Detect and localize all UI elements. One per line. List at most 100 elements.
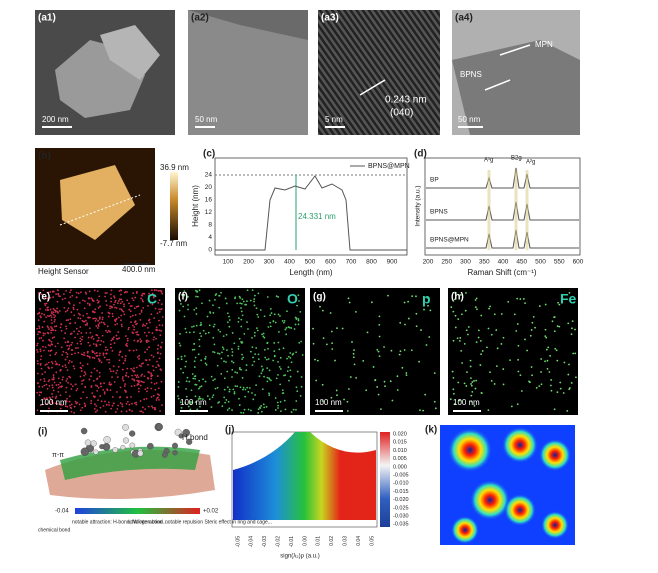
dot: [57, 342, 59, 345]
dot: [137, 383, 140, 386]
dot: [334, 359, 336, 362]
dot: [341, 327, 344, 330]
dot: [43, 384, 46, 387]
dot: [336, 394, 338, 397]
panel-label: (i): [38, 427, 47, 438]
dot: [121, 300, 124, 303]
dot: [178, 309, 181, 312]
dot: [102, 388, 105, 391]
atom: [90, 440, 97, 447]
dot: [113, 319, 116, 321]
dot: [70, 407, 73, 410]
dot: [39, 358, 42, 361]
dot: [256, 329, 259, 332]
dot: [510, 405, 513, 408]
dot: [213, 323, 216, 326]
dot: [117, 316, 120, 319]
dot: [113, 381, 116, 383]
dot: [96, 299, 99, 302]
dot: [79, 362, 82, 364]
dot: [51, 400, 53, 403]
dot: [45, 316, 47, 319]
dot: [249, 299, 252, 302]
dot: [68, 395, 71, 398]
dot: [198, 338, 201, 341]
dot: [40, 355, 43, 358]
dot: [154, 307, 157, 310]
scale-bar: [315, 410, 343, 412]
dot: [277, 296, 280, 298]
dot: [139, 400, 142, 402]
dot: [150, 289, 153, 292]
dot: [131, 369, 134, 372]
dot: [212, 325, 215, 328]
dot: [244, 395, 247, 398]
dot: [57, 377, 60, 380]
dot: [231, 368, 234, 371]
dot: [68, 345, 71, 347]
dot: [284, 408, 287, 411]
dot: [133, 339, 136, 342]
dot: [241, 314, 244, 317]
dot: [470, 383, 472, 385]
dot: [280, 410, 282, 413]
dot: [156, 360, 158, 363]
dot: [253, 298, 256, 300]
arrow: [484, 79, 511, 91]
colorbar: [170, 172, 178, 240]
dot: [36, 391, 39, 394]
scale-bar-label: 100 nm: [315, 398, 342, 407]
dot: [157, 290, 160, 292]
colorbar: [75, 508, 200, 514]
dot: [246, 386, 249, 389]
lattice-marker: [359, 79, 386, 96]
dot: [93, 357, 96, 359]
dot: [255, 327, 258, 330]
arrow: [499, 44, 531, 56]
dot: [55, 293, 57, 296]
dot: [102, 405, 105, 407]
dot: [283, 319, 286, 322]
dot: [238, 367, 241, 369]
dot: [54, 360, 57, 363]
dot: [96, 340, 99, 342]
dot: [534, 326, 536, 329]
panel-label: (h): [451, 292, 464, 303]
dot: [295, 400, 298, 402]
dot: [36, 382, 39, 385]
dot: [289, 375, 292, 378]
dot: [204, 380, 207, 383]
dot: [56, 307, 59, 310]
x-tick-label: 550: [554, 259, 565, 266]
dot: [98, 318, 101, 320]
dot: [111, 396, 114, 398]
dot: [127, 326, 130, 329]
dot: [509, 359, 511, 361]
dot: [152, 355, 155, 358]
dot: [141, 381, 144, 383]
dot: [83, 320, 86, 323]
dot: [126, 367, 129, 370]
dot: [267, 326, 270, 328]
dot: [158, 308, 160, 311]
dot: [43, 313, 46, 316]
dot: [121, 377, 124, 380]
dot: [50, 316, 53, 318]
dot: [52, 311, 55, 314]
dot: [238, 404, 241, 406]
dot: [150, 381, 153, 384]
dot: [119, 308, 121, 310]
dot: [80, 397, 83, 400]
scale-bar: [125, 263, 150, 265]
dot: [98, 371, 101, 374]
dot: [208, 398, 211, 401]
dot: [253, 304, 256, 307]
dot: [194, 377, 196, 380]
dot: [266, 342, 269, 345]
dot: [370, 301, 373, 304]
caption: Height Sensor: [38, 267, 89, 276]
atom: [80, 427, 88, 435]
dot: [160, 329, 163, 332]
dot: [289, 357, 292, 359]
dot: [84, 291, 87, 294]
